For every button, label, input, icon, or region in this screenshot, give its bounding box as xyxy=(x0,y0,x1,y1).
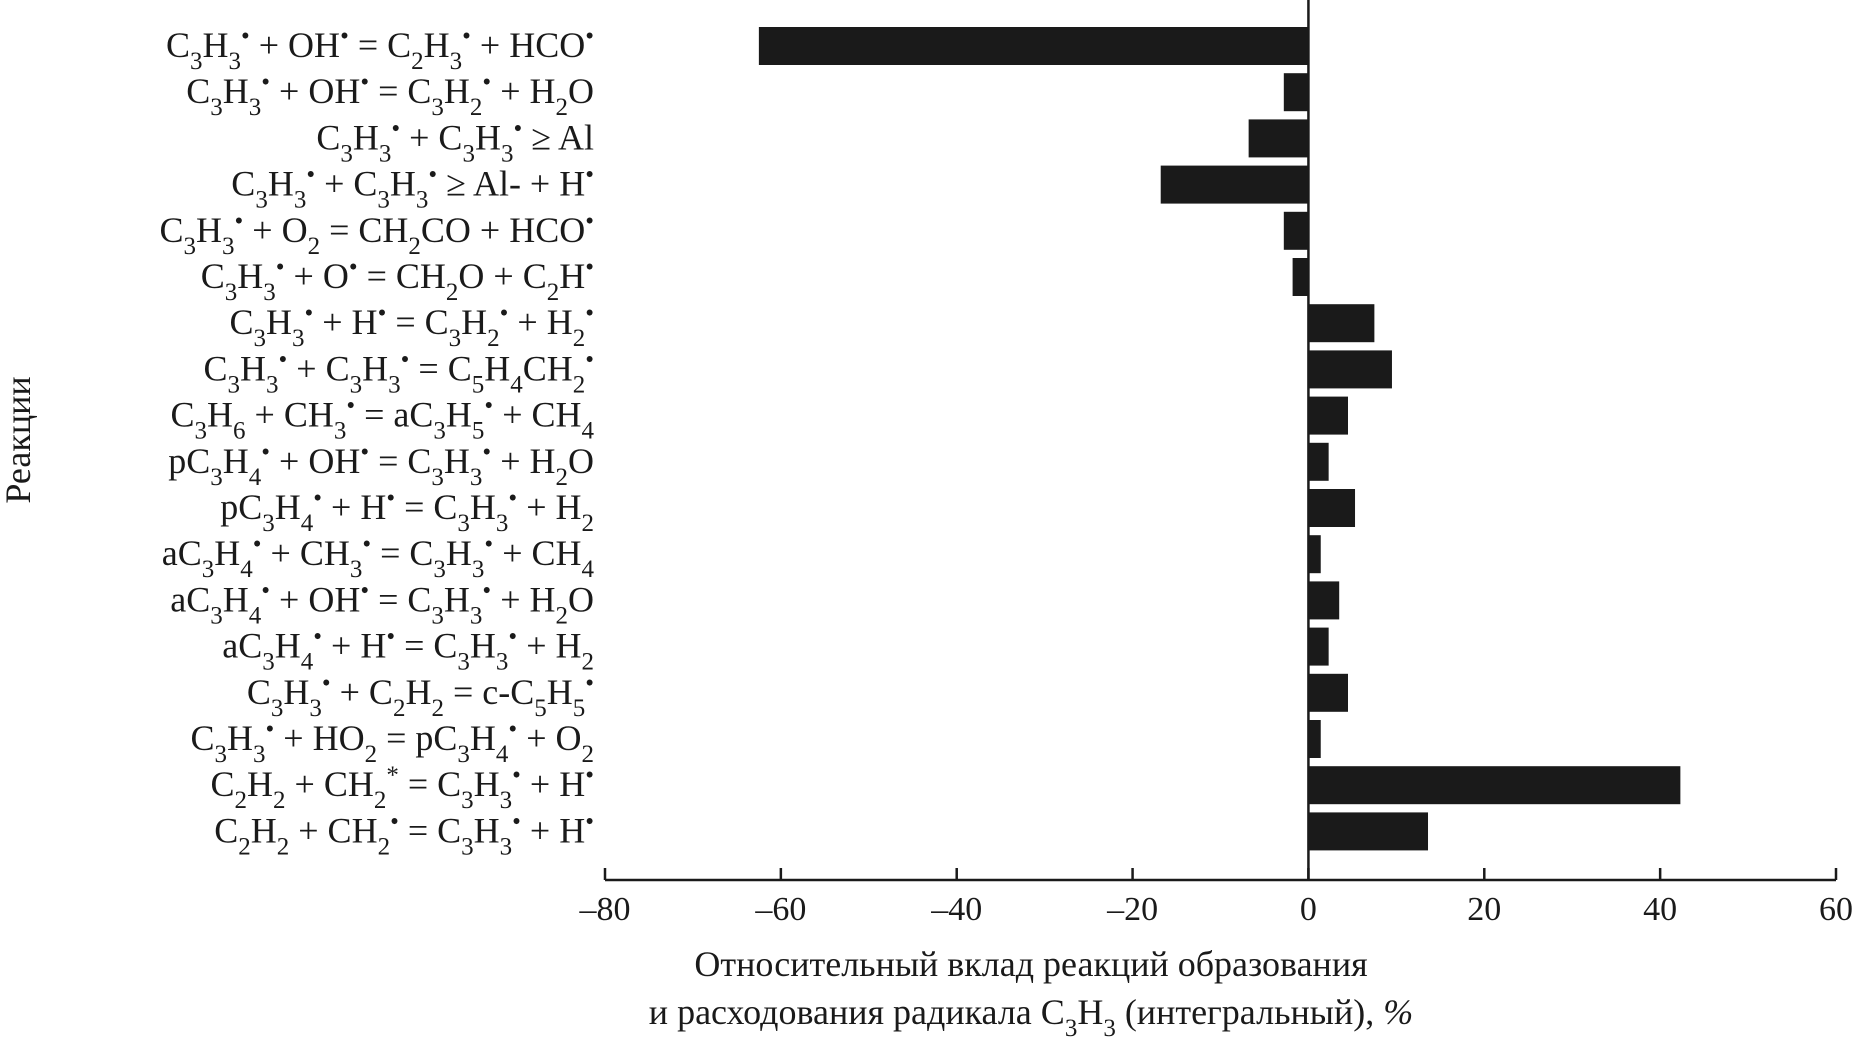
x-tick-label: –80 xyxy=(579,891,631,928)
category-label-15: C3H3• + HO2 = pC3H4• + O2 xyxy=(191,716,595,768)
bar-12 xyxy=(1308,581,1340,620)
bar-0 xyxy=(758,27,1309,65)
bar-7 xyxy=(1308,350,1392,389)
bars-layer xyxy=(758,27,1681,851)
category-label-11: aC3H4• + CH3• = C3H3• + CH4 xyxy=(162,531,595,583)
category-label-10: pC3H4• + H• = C3H3• + H2 xyxy=(220,485,594,537)
bar-6 xyxy=(1308,304,1375,343)
x-axis-title-line-1: Относительный вклад реакций образования xyxy=(694,944,1367,984)
bar-2 xyxy=(1248,119,1309,158)
category-label-14: C3H3• + C2H2 = c-C5H5• xyxy=(247,670,594,722)
x-ticks: –80 –60 –40 –20 0 20 40 60 xyxy=(579,868,1853,928)
category-label-1: C3H3• + OH• = C3H2• + H2O xyxy=(186,69,594,121)
category-label-6: C3H3• + H• = C3H2• + H2• xyxy=(229,300,594,352)
bar-16 xyxy=(1308,766,1681,805)
bar-11 xyxy=(1308,535,1321,574)
bar-9 xyxy=(1308,442,1329,481)
axes-layer xyxy=(605,0,1836,882)
y-axis-title: Реакции xyxy=(0,376,38,503)
bar-15 xyxy=(1308,720,1321,758)
x-tick-label: –40 xyxy=(930,891,982,928)
bar-3 xyxy=(1160,165,1309,204)
bar-5 xyxy=(1292,258,1309,296)
bar-17 xyxy=(1308,812,1429,851)
bar-1 xyxy=(1283,73,1309,112)
bar-14 xyxy=(1308,673,1348,712)
x-axis-title-line-2: и расходования радикала C3H3 (интегральн… xyxy=(649,992,1413,1042)
category-label-12: aC3H4• + OH• = C3H3• + H2O xyxy=(170,577,594,629)
x-tick-label: –60 xyxy=(754,891,806,928)
category-label-13: aC3H4• + H• = C3H3• + H2 xyxy=(222,624,594,676)
category-labels: C3H3• + OH• = C2H3• + HCO•C3H3• + OH• = … xyxy=(160,23,595,860)
category-label-2: C3H3• + C3H3• ≥ Al xyxy=(316,115,594,167)
category-label-8: C3H6 + CH3• = aC3H5• + CH4 xyxy=(171,393,595,445)
bar-8 xyxy=(1308,396,1348,435)
category-label-7: C3H3• + C3H3• = C5H4CH2• xyxy=(204,346,594,398)
category-label-16: C2H2 + CH2* = C3H3• + H• xyxy=(211,762,595,814)
category-label-9: pC3H4• + OH• = C3H3• + H2O xyxy=(168,439,594,491)
x-tick-label: –20 xyxy=(1106,891,1158,928)
category-label-17: C2H2 + CH2• = C3H3• + H• xyxy=(214,808,594,860)
bar-10 xyxy=(1308,489,1356,527)
x-tick-label: 40 xyxy=(1643,891,1677,928)
x-tick-label: 20 xyxy=(1467,891,1501,928)
bar-13 xyxy=(1308,627,1329,666)
x-tick-label: 0 xyxy=(1300,891,1317,928)
category-label-5: C3H3• + O• = CH2O + C2H• xyxy=(201,254,594,306)
category-label-3: C3H3• + C3H3• ≥ Al- + H• xyxy=(231,162,594,214)
bar-4 xyxy=(1283,211,1309,250)
category-label-0: C3H3• + OH• = C2H3• + HCO• xyxy=(166,23,594,75)
x-tick-label: 60 xyxy=(1819,891,1853,928)
category-label-4: C3H3• + O2 = CH2CO + HCO• xyxy=(160,208,595,260)
